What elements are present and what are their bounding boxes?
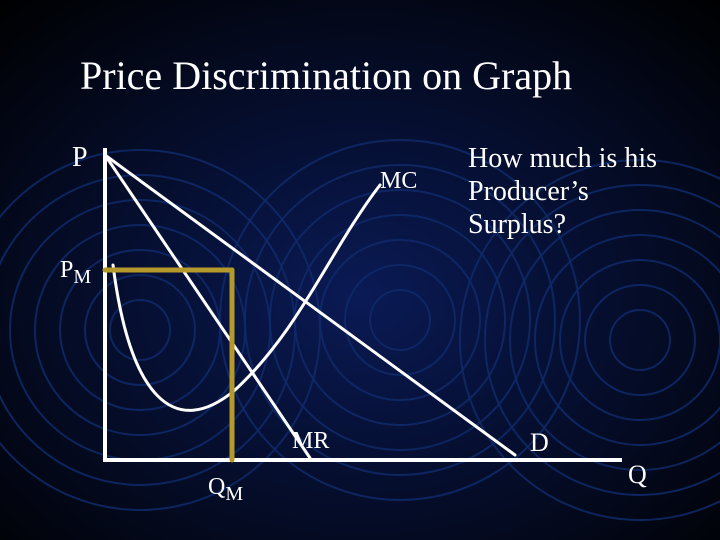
label-QM: QM	[208, 474, 243, 506]
label-Q: Q	[628, 460, 647, 490]
slide: Price Discrimination on Graph How much i…	[0, 0, 720, 540]
label-P: P	[72, 142, 88, 174]
label-D: D	[530, 428, 549, 458]
label-MC: MC	[380, 168, 417, 195]
econ-graph	[0, 0, 720, 540]
label-MR: MR	[292, 428, 329, 455]
label-PM: PM	[60, 257, 91, 289]
